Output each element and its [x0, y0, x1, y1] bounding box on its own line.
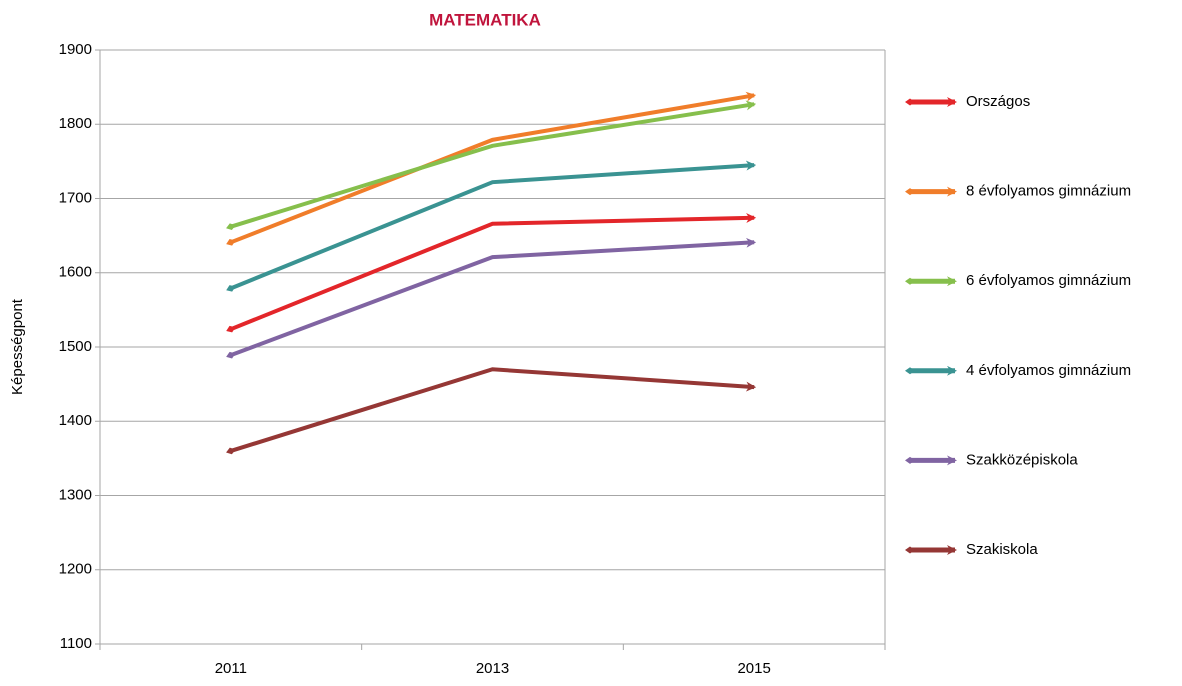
series-line: [226, 160, 757, 292]
y-tick-label: 1500: [59, 338, 92, 355]
legend-label: Országos: [966, 93, 1030, 110]
series-line: [226, 212, 757, 333]
y-tick-label: 1300: [59, 486, 92, 503]
y-tick-label: 1400: [59, 412, 92, 429]
series-line: [226, 100, 757, 231]
series-line: [226, 367, 757, 455]
legend-label: 6 évfolyamos gimnázium: [966, 272, 1131, 289]
y-tick-label: 1200: [59, 561, 92, 578]
x-tick-label: 2011: [215, 660, 247, 677]
x-tick-label: 2015: [737, 660, 770, 677]
y-tick-label: 1900: [59, 41, 92, 58]
x-tick-label: 2013: [476, 660, 509, 677]
y-tick-label: 1600: [59, 264, 92, 281]
y-tick-label: 1800: [59, 115, 92, 132]
legend-label: Szakközépiskola: [966, 451, 1078, 468]
legend-label: 4 évfolyamos gimnázium: [966, 362, 1131, 379]
legend-label: 8 évfolyamos gimnázium: [966, 183, 1131, 200]
y-tick-label: 1700: [59, 189, 92, 206]
y-axis-label: Képességpont: [9, 298, 26, 395]
chart-title: MATEMATIKA: [429, 10, 541, 29]
y-tick-label: 1100: [60, 635, 92, 652]
series-line: [226, 237, 757, 359]
legend-label: Szakiskola: [966, 541, 1038, 558]
